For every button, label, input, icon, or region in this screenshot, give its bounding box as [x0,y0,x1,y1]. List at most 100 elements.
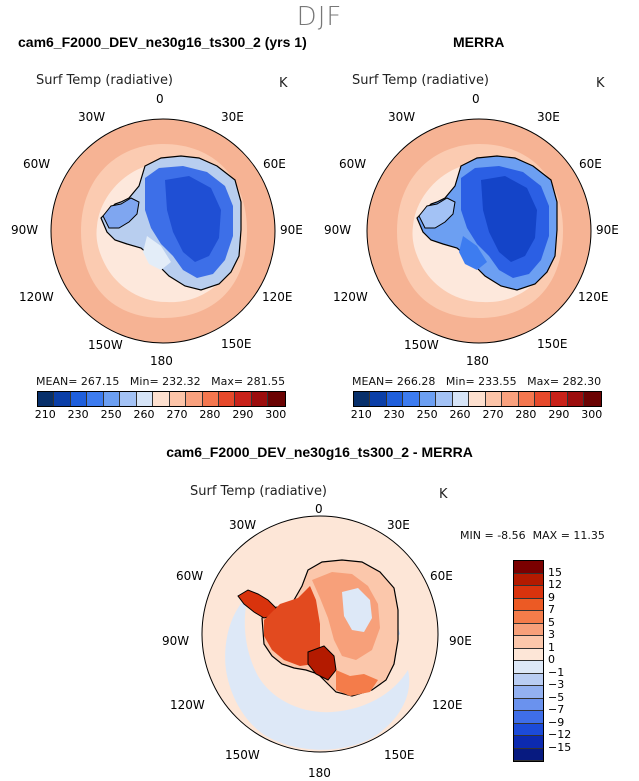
panel-model-lon-150e: 150E [221,337,252,351]
diff-colorbar-cell [514,598,543,611]
panel-merra-min-label: Min= [445,375,475,388]
diff-colorbar-cell [514,711,543,724]
panel-merra-colorbar-cell [518,392,535,406]
panel-model-lon-60e: 60E [263,157,286,171]
diff-colorbar-tick-label: 15 [548,565,562,579]
panel-merra-min: 233.55 [478,375,517,388]
panel-model-colorbar-cell [202,392,219,406]
panel-model-lon-90w: 90W [11,223,39,237]
diff-colorbar-tick-label: −9 [548,715,565,729]
diff-colorbar-cell [514,611,543,624]
panel-merra-colorbar-tick-label: 250 [416,408,438,421]
diff-unit: K [439,487,448,502]
diff-cool-band [225,596,410,750]
panel-merra-lon-150w: 150W [404,338,439,352]
panel-model-colorbar-tick-label: 270 [166,408,188,421]
diff-warm-ross [307,645,337,681]
panel-model-colorbar-cell [87,392,104,406]
diff-lon-90e: 90E [449,634,472,648]
diff-colorbar-cell [514,723,543,736]
panel-merra-colorbar-tick-label: 290 [548,408,570,421]
diff-colorbar-cell [514,748,543,761]
diff-field-label: Surf Temp (radiative) [190,484,328,499]
panel-merra-ross-shelf [459,236,487,270]
panel-model-colorbar-cell [268,392,285,406]
panel-model-colorbar-cell [251,392,269,406]
diff-warm-west [264,586,320,666]
panel-merra-high-plateau [481,176,537,262]
diff-cool-interior [342,588,372,632]
diff-colorbar-cell [514,673,543,686]
panel-model-lon-30w: 30W [78,110,106,124]
panel-model-lon-30e: 30E [221,110,244,124]
diff-lon-0: 0 [315,502,323,516]
diff-colorbar-cell [514,698,543,711]
diff-colorbar-tick-label: 5 [548,615,555,629]
panel-merra-colorbar-cell [502,392,519,406]
diff-max: 11.35 [573,529,605,542]
panel-model-min: 232.32 [162,375,201,388]
panel-model-colorbar-cell [136,392,154,406]
panel-model-colorbar-cell [103,392,121,406]
panel-merra-colorbar-cell [354,392,371,406]
panel-model-colorbar-tick-label: 280 [199,408,221,421]
panel-model-high-plateau [165,176,221,262]
diff-minmax: MIN = -8.56 MAX = 11.35 [460,529,605,542]
diff-title: cam6_F2000_DEV_ne30g16_ts300_2 - MERRA [166,444,473,460]
diff-lon-150e: 150E [384,748,415,762]
diff-colorbar-cell [514,573,543,586]
panel-merra-colorbar-cell [534,392,552,406]
panel-model-colorbar-cell [186,392,203,406]
panel-merra-lon-120w: 120W [333,290,368,304]
panel-merra-field-label: Surf Temp (radiative) [352,73,490,88]
diff-colorbar-tick-label: 9 [548,590,555,604]
panel-merra-colorbar-tick-label: 230 [383,408,405,421]
panel-merra-lon-60w: 60W [339,157,367,171]
panel-merra-colorbar [353,391,602,407]
diff-lon-30w: 30W [229,518,257,532]
panel-merra-stats: MEAN= 266.28 Min= 233.55 Max= 282.30 [352,375,601,388]
diff-lon-60e: 60E [430,569,453,583]
panel-model-colorbar-cell [169,392,187,406]
panel-model-colorbar-cell [235,392,252,406]
panel-model-ross-shelf [143,236,171,270]
panel-model-lon-60w: 60W [23,157,51,171]
panel-merra-colorbar-cell [452,392,470,406]
diff-lon-180: 180 [308,766,331,780]
panel-model-mean-label: MEAN= [36,375,78,388]
panel-model-max-label: Max= [211,375,244,388]
diff-colorbar-cell [514,661,543,674]
diff-colorbar-tick-label: −12 [548,728,572,741]
panel-model-map [50,118,276,344]
diff-min: -8.56 [497,529,526,542]
panel-model-colorbar-tick-label: 210 [34,408,56,421]
diff-colorbar-tick-label: −7 [548,703,565,716]
panel-model-unit: K [279,76,288,91]
panel-merra-lon-90e: 90E [596,223,619,237]
panel-merra-unit: K [596,76,605,91]
panel-model-colorbar-cell [54,392,71,406]
diff-colorbar-tick-label: 12 [548,578,562,591]
diff-colorbar-cell [514,561,543,574]
panel-merra-colorbar-tick-label: 280 [515,408,537,421]
panel-model-lon-120e: 120E [262,290,293,304]
diff-colorbar-cell [514,636,543,649]
panel-model-min-label: Min= [129,375,159,388]
panel-merra-colorbar-cell [567,392,585,406]
panel-model-colorbar-cell [153,392,170,406]
panel-merra-map [366,118,592,344]
panel-merra-mean-label: MEAN= [352,375,394,388]
diff-lon-30e: 30E [387,518,410,532]
panel-merra-lon-180: 180 [466,354,489,368]
diff-colorbar-tick-label: 1 [548,640,555,654]
diff-colorbar-cell [514,623,543,636]
panel-model-lon-150w: 150W [88,338,123,352]
diff-colorbar-cell [514,586,543,599]
panel-merra-lon-120e: 120E [578,290,609,304]
diff-lon-150w: 150W [225,748,260,762]
panel-model-lon-0: 0 [156,92,164,106]
panel-model-colorbar-cell [120,392,137,406]
panel-merra-colorbar-tick-label: 260 [449,408,471,421]
diff-max-label: MAX = [532,529,570,542]
panel-model-title: cam6_F2000_DEV_ne30g16_ts300_2 (yrs 1) [18,34,307,50]
